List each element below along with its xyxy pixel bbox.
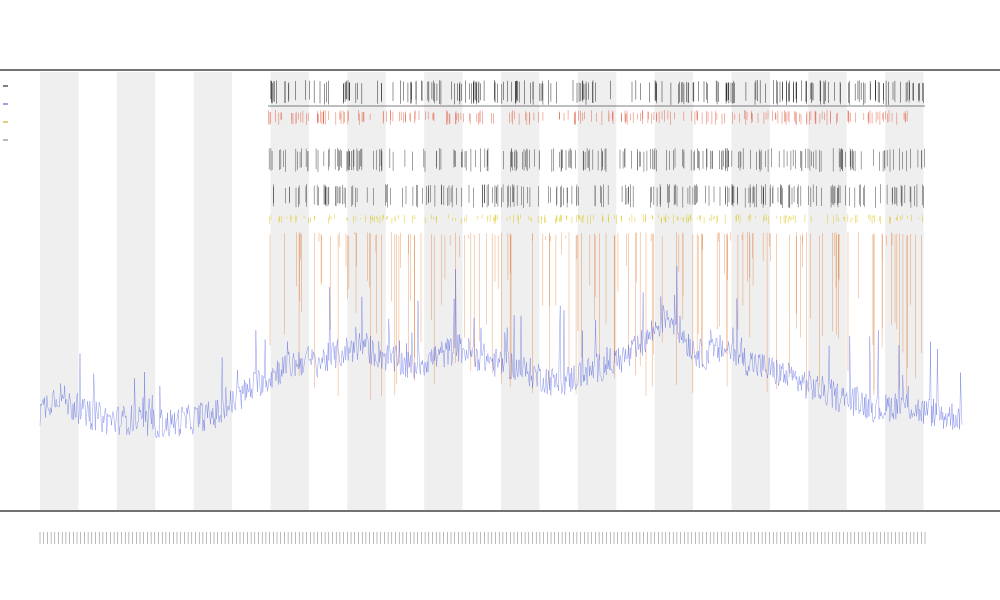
background-band (193, 72, 233, 510)
background-band (116, 72, 156, 510)
background-band (270, 72, 309, 510)
series-line (39, 265, 963, 438)
series-lines (39, 265, 963, 438)
x-tick-labels (39, 532, 926, 544)
background-band (731, 72, 770, 510)
background-band (885, 72, 924, 510)
background-band (347, 72, 386, 510)
background-band (654, 72, 694, 510)
background-band (577, 72, 617, 510)
background-band (501, 72, 540, 510)
background-bands (40, 72, 924, 510)
background-band (40, 72, 79, 510)
background-band (808, 72, 847, 510)
event-markers (268, 80, 925, 400)
legend (3, 85, 8, 141)
background-band (424, 72, 463, 510)
